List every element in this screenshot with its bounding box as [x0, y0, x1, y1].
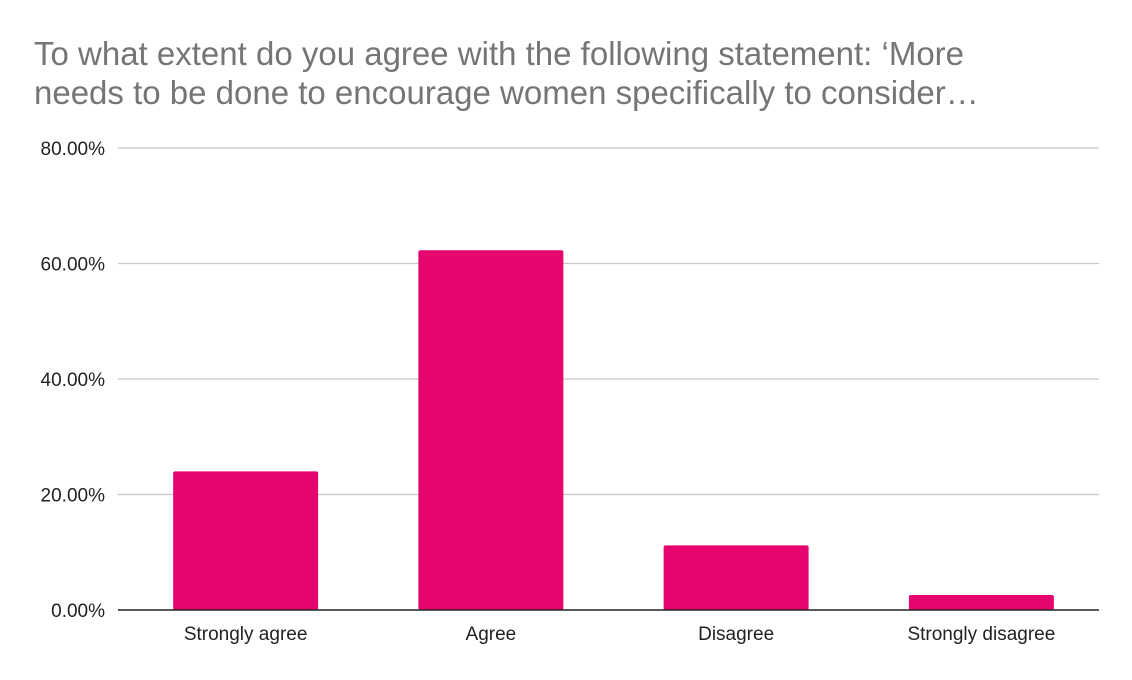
y-tick-label: 40.00% — [41, 370, 106, 391]
y-tick-label: 80.00% — [41, 139, 106, 160]
bar-disagree — [663, 545, 809, 610]
bars — [173, 250, 1054, 610]
x-category-label: Agree — [466, 624, 517, 645]
x-category-label: Disagree — [698, 624, 774, 645]
chart-title-line-2: needs to be done to encourage women spec… — [34, 74, 979, 111]
y-tick-label: 0.00% — [51, 601, 105, 622]
y-tick-label: 20.00% — [41, 486, 106, 507]
gridlines — [118, 147, 1099, 496]
x-category-label: Strongly agree — [184, 624, 308, 645]
chart-title-line-1: To what extent do you agree with the fol… — [34, 35, 965, 72]
bar-strongly-disagree — [908, 594, 1054, 610]
x-axis-category-labels: Strongly agree Agree Disagree Strongly disa… — [184, 624, 1055, 645]
chart-title: To what extent do you agree with the fol… — [34, 34, 1114, 112]
bar-agree — [418, 250, 564, 610]
bar-strongly-agree — [173, 471, 319, 610]
y-tick-label: 60.00% — [41, 255, 106, 276]
y-axis-tick-labels: 0.00% 20.00% 40.00% 60.00% 80.00% — [41, 139, 106, 622]
x-category-label: Strongly disagree — [907, 624, 1055, 645]
